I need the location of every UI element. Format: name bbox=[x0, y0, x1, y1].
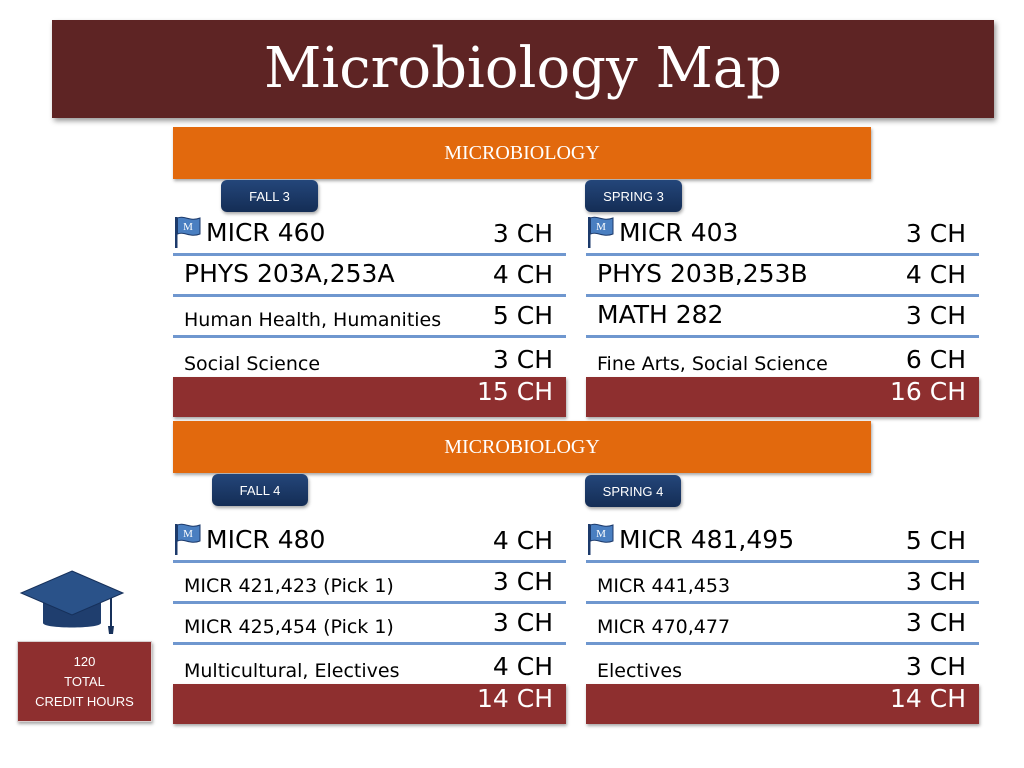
course-row: Multicultural, Electives 4 CH bbox=[173, 645, 566, 686]
section-banner-1: MICROBIOLOGY bbox=[173, 127, 871, 179]
course-name: MICR 481,495 bbox=[619, 525, 795, 554]
course-row: MICR 441,453 3 CH bbox=[586, 563, 979, 604]
flag-letter: M bbox=[183, 221, 193, 233]
semester-total-bar: 14 CH bbox=[173, 684, 566, 724]
credit-hours: 5 CH bbox=[905, 526, 966, 555]
term-tab-fall-3[interactable]: FALL 3 bbox=[221, 180, 318, 212]
credit-hours: 3 CH bbox=[492, 567, 553, 596]
semester-total: 16 CH bbox=[889, 377, 966, 406]
credit-hours-label: CREDIT HOURS bbox=[35, 693, 134, 709]
course-row: PHYS 203B,253B 4 CH bbox=[586, 256, 979, 297]
credit-hours: 3 CH bbox=[905, 608, 966, 637]
credit-hours: 6 CH bbox=[905, 345, 966, 374]
semester-total-bar: 14 CH bbox=[586, 684, 979, 724]
course-row: M MICR 403 3 CH bbox=[586, 215, 979, 256]
course-name: MICR 403 bbox=[619, 218, 739, 247]
course-row: Human Health, Humanities 5 CH bbox=[173, 297, 566, 338]
credit-hours: 3 CH bbox=[905, 567, 966, 596]
course-name: MICR 441,453 bbox=[597, 575, 731, 597]
credit-hours: 5 CH bbox=[492, 301, 553, 330]
semester-spring-3: M MICR 403 3 CH PHYS 203B,253B 4 CH MATH… bbox=[586, 215, 979, 417]
credit-hours: 4 CH bbox=[492, 652, 553, 681]
course-name: MICR 421,423 (Pick 1) bbox=[184, 575, 394, 597]
course-name: MICR 470,477 bbox=[597, 616, 731, 638]
course-name: PHYS 203B,253B bbox=[597, 259, 808, 288]
credit-hours: 3 CH bbox=[905, 652, 966, 681]
course-name: Fine Arts, Social Science bbox=[597, 353, 828, 375]
credit-hours: 3 CH bbox=[492, 345, 553, 374]
flag-icon: M bbox=[175, 523, 201, 555]
page-title: Microbiology Map bbox=[263, 36, 783, 101]
flag-letter: M bbox=[596, 221, 606, 233]
flag-icon: M bbox=[588, 216, 614, 248]
term-tab-spring-3[interactable]: SPRING 3 bbox=[585, 180, 682, 212]
credit-hours: 4 CH bbox=[492, 526, 553, 555]
credit-hours: 3 CH bbox=[492, 219, 553, 248]
credit-total-number: 120 bbox=[73, 653, 96, 669]
section-banner-2: MICROBIOLOGY bbox=[173, 421, 871, 473]
credit-hours: 4 CH bbox=[492, 260, 553, 289]
semester-total: 14 CH bbox=[476, 684, 553, 713]
credit-total-label: TOTAL bbox=[64, 673, 105, 689]
term-tab-fall-4[interactable]: FALL 4 bbox=[212, 474, 308, 506]
flag-icon: M bbox=[588, 523, 614, 555]
course-row: M MICR 481,495 5 CH bbox=[586, 522, 979, 563]
course-row: PHYS 203A,253A 4 CH bbox=[173, 256, 566, 297]
term-tab-spring-4[interactable]: SPRING 4 bbox=[585, 475, 681, 507]
course-row: M MICR 460 3 CH bbox=[173, 215, 566, 256]
semester-fall-4: M MICR 480 4 CH MICR 421,423 (Pick 1) 3 … bbox=[173, 522, 566, 724]
credit-hours: 3 CH bbox=[905, 219, 966, 248]
course-row: MICR 421,423 (Pick 1) 3 CH bbox=[173, 563, 566, 604]
credit-hours: 4 CH bbox=[905, 260, 966, 289]
course-row: MICR 425,454 (Pick 1) 3 CH bbox=[173, 604, 566, 645]
course-row: MATH 282 3 CH bbox=[586, 297, 979, 338]
course-row: MICR 470,477 3 CH bbox=[586, 604, 979, 645]
course-name: Multicultural, Electives bbox=[184, 660, 400, 682]
semester-total-bar: 16 CH bbox=[586, 377, 979, 417]
total-credit-hours-box: 120 TOTAL CREDIT HOURS bbox=[17, 641, 152, 722]
semester-spring-4: M MICR 481,495 5 CH MICR 441,453 3 CH MI… bbox=[586, 522, 979, 724]
flag-letter: M bbox=[596, 528, 606, 540]
course-name: Electives bbox=[597, 660, 682, 682]
semester-total-bar: 15 CH bbox=[173, 377, 566, 417]
semester-total: 14 CH bbox=[889, 684, 966, 713]
course-row: M MICR 480 4 CH bbox=[173, 522, 566, 563]
title-bar: Microbiology Map bbox=[52, 20, 994, 118]
course-row: Social Science 3 CH bbox=[173, 338, 566, 379]
course-row: Fine Arts, Social Science 6 CH bbox=[586, 338, 979, 379]
course-name: PHYS 203A,253A bbox=[184, 259, 395, 288]
semester-total: 15 CH bbox=[476, 377, 553, 406]
semester-fall-3: M MICR 460 3 CH PHYS 203A,253A 4 CH Huma… bbox=[173, 215, 566, 417]
course-name: Social Science bbox=[184, 353, 321, 375]
credit-hours: 3 CH bbox=[492, 608, 553, 637]
course-row: Electives 3 CH bbox=[586, 645, 979, 686]
course-name: MICR 460 bbox=[206, 218, 326, 247]
flag-letter: M bbox=[183, 528, 193, 540]
course-name: MICR 480 bbox=[206, 525, 326, 554]
course-name: Human Health, Humanities bbox=[184, 309, 442, 331]
flag-icon: M bbox=[175, 216, 201, 248]
graduation-cap-icon bbox=[19, 570, 125, 634]
course-name: MATH 282 bbox=[597, 300, 724, 329]
credit-hours: 3 CH bbox=[905, 301, 966, 330]
course-name: MICR 425,454 (Pick 1) bbox=[184, 616, 394, 638]
